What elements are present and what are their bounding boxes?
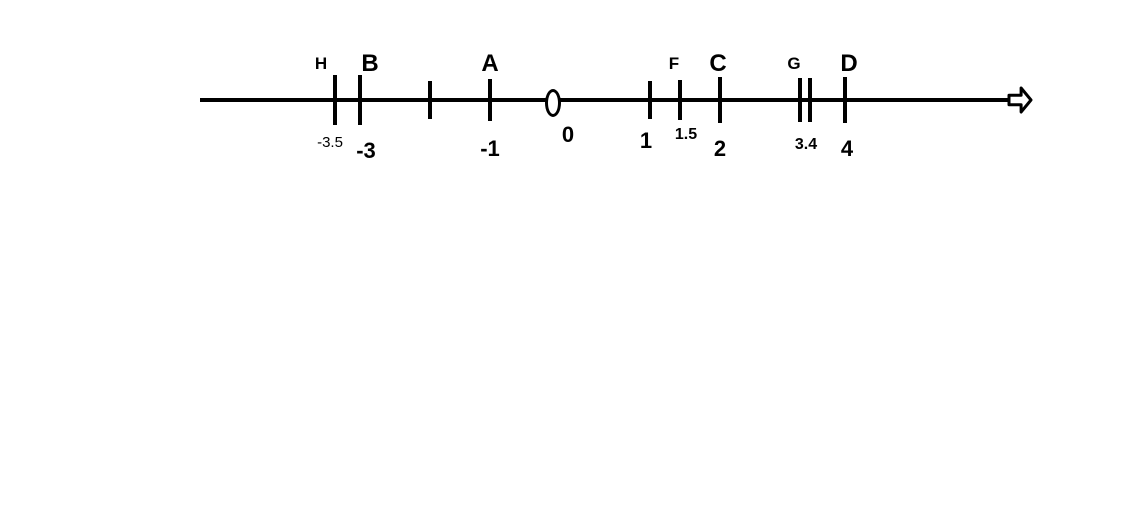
point-label-H: H [315,54,327,74]
value-label-C: 2 [714,136,726,162]
value-label-B: -3 [356,138,376,164]
tick-one [648,81,652,119]
value-label-zero: 0 [562,122,574,148]
arrow-right-icon [1006,85,1034,115]
tick-H [333,75,337,125]
tick-t-2 [428,81,432,119]
value-label-F: 1.5 [675,126,697,144]
value-label-one: 1 [640,128,652,154]
axis-line [200,98,1010,102]
origin-marker [545,89,561,117]
tick-B [358,75,362,125]
tick-C [718,77,722,123]
point-label-F: F [669,54,679,74]
tick-F [678,80,682,120]
value-label-G: 3.4 [795,136,817,154]
tick-D [843,77,847,123]
point-label-C: C [709,50,726,78]
tick-G [798,78,802,122]
tick-G2 [808,78,812,122]
value-label-H: -3.5 [317,134,343,151]
point-label-A: A [481,50,498,78]
point-label-D: D [840,50,857,78]
point-label-G: G [787,54,800,74]
tick-A [488,79,492,121]
number-line-diagram: H -3.5 B -3 A -1 0 1 F 1.5 C 2 G 3.4 D 4 [0,0,1136,523]
value-label-A: -1 [480,136,500,162]
value-label-D: 4 [841,136,853,162]
point-label-B: B [361,50,378,78]
